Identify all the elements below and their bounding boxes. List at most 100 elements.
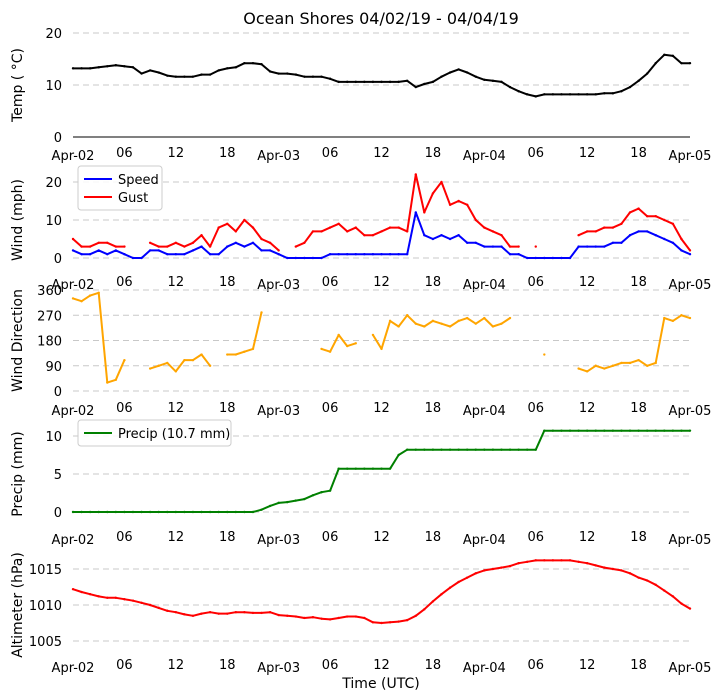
series-line-altimeter <box>72 559 691 624</box>
data-point <box>200 353 203 356</box>
data-point <box>585 370 589 373</box>
data-point <box>363 467 366 470</box>
data-point <box>508 448 512 451</box>
data-point <box>260 237 263 241</box>
data-point <box>328 489 332 492</box>
data-point <box>380 347 383 351</box>
data-point <box>80 67 83 70</box>
data-point <box>543 93 546 96</box>
y-tick-label: 360 <box>37 284 62 299</box>
data-point <box>371 234 375 237</box>
y-axis-label: Altimeter (hPa) <box>10 552 26 658</box>
data-point <box>448 203 452 206</box>
data-point <box>157 606 160 610</box>
legend: Speed Gust <box>77 165 163 211</box>
series-line-gust <box>72 173 691 252</box>
data-point <box>234 230 238 233</box>
data-point <box>217 69 220 72</box>
x-tick-label: 06 <box>322 658 339 673</box>
data-point <box>311 75 315 78</box>
data-point <box>483 569 486 572</box>
data-point <box>251 510 255 514</box>
data-point <box>637 79 640 83</box>
data-point <box>414 211 417 214</box>
data-point <box>603 429 606 432</box>
data-point <box>577 245 580 248</box>
x-tick-label: 12 <box>373 658 390 673</box>
data-point <box>208 611 212 614</box>
y-tick-label: 0 <box>54 506 62 521</box>
data-point <box>217 226 220 229</box>
data-point <box>71 67 75 70</box>
data-point <box>97 249 100 252</box>
data-point <box>483 448 486 451</box>
data-point <box>226 353 229 356</box>
y-tick-label: 20 <box>45 27 62 42</box>
data-point <box>406 618 409 622</box>
data-point <box>457 580 460 584</box>
data-point <box>380 80 383 84</box>
data-point <box>328 226 332 229</box>
data-point <box>191 510 195 514</box>
x-tick-label: 18 <box>425 658 442 673</box>
data-point <box>166 510 169 514</box>
data-point <box>388 80 392 84</box>
data-point <box>268 504 272 508</box>
data-point <box>525 93 529 96</box>
data-point <box>123 245 126 248</box>
data-point <box>491 448 495 451</box>
data-point <box>123 358 126 362</box>
data-point <box>243 61 246 65</box>
data-point <box>268 241 272 244</box>
data-point <box>234 611 238 614</box>
data-point <box>208 510 212 514</box>
data-point <box>337 80 340 84</box>
data-point <box>543 559 546 562</box>
data-point <box>251 226 255 229</box>
x-tick-label: 12 <box>373 146 390 161</box>
data-point <box>277 249 280 252</box>
y-tick-label: 90 <box>45 360 62 375</box>
data-point <box>208 364 212 367</box>
data-point <box>234 66 238 69</box>
data-point <box>517 90 520 93</box>
panel-2: 0 90 180 270 360 Wind Direction Apr-02 06 12 18 Ap… <box>10 284 711 419</box>
data-point <box>680 314 683 317</box>
data-point <box>114 64 118 67</box>
data-point <box>680 429 683 432</box>
x-tick-label: 12 <box>579 658 596 673</box>
data-point <box>388 226 392 229</box>
data-point <box>491 325 495 328</box>
data-point <box>645 579 649 582</box>
data-point <box>620 90 623 93</box>
data-point <box>543 353 546 356</box>
data-point <box>620 361 623 365</box>
data-point <box>328 77 332 80</box>
data-point <box>654 429 657 432</box>
data-point <box>286 500 289 504</box>
data-point <box>534 448 537 451</box>
data-point <box>337 333 340 337</box>
data-point <box>380 253 383 256</box>
data-point <box>328 618 332 621</box>
data-point <box>97 66 100 69</box>
legend-box <box>77 165 163 211</box>
data-point <box>628 429 632 432</box>
x-tick-label: Apr-03 <box>257 404 300 419</box>
x-tick-label: 18 <box>219 401 236 416</box>
data-point <box>328 350 332 353</box>
data-point <box>157 249 160 252</box>
x-tick-label: 06 <box>116 401 133 416</box>
data-point <box>157 71 160 74</box>
data-point <box>551 559 555 562</box>
data-point <box>311 494 315 497</box>
y-axis-label: Temp ( °C) <box>10 48 26 123</box>
legend-label: Speed <box>118 173 159 188</box>
data-point <box>440 448 443 451</box>
data-point <box>97 510 100 514</box>
data-point <box>277 613 280 617</box>
data-point <box>491 245 495 248</box>
x-tick-label: Apr-03 <box>257 661 300 676</box>
data-point <box>628 361 632 365</box>
